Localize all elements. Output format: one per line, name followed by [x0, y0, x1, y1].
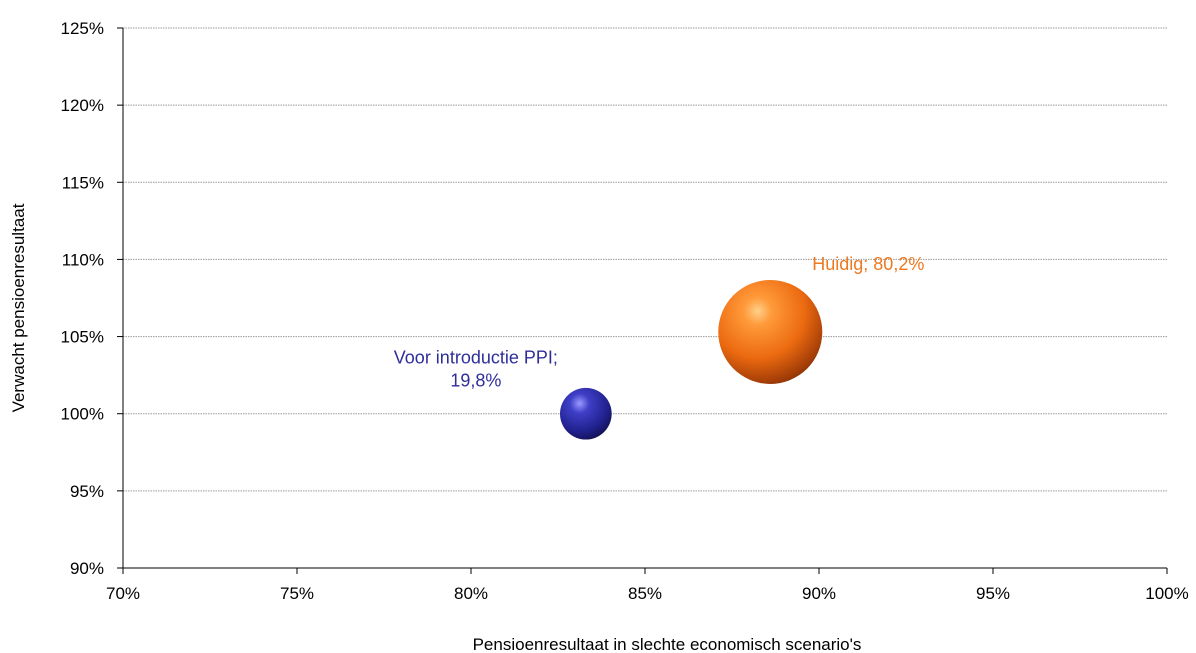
- axes: [117, 27, 1168, 574]
- x-tick-label: 75%: [280, 584, 314, 603]
- x-tick-label: 85%: [628, 584, 662, 603]
- y-tick-label: 95%: [70, 482, 104, 501]
- x-tick-label: 70%: [106, 584, 140, 603]
- bubble-data-label: Voor introductie PPI;: [394, 348, 558, 368]
- x-tick-label: 80%: [454, 584, 488, 603]
- x-tick-label: 95%: [976, 584, 1010, 603]
- y-tick-label: 125%: [61, 19, 104, 38]
- y-tick-label: 110%: [62, 250, 104, 269]
- bubble-voor-introductie-ppi: [560, 387, 612, 440]
- y-tick-label: 115%: [62, 173, 104, 192]
- y-tick-label: 120%: [61, 96, 104, 115]
- y-tick-label: 90%: [70, 559, 104, 578]
- bubble-data-label: Huidig; 80,2%: [812, 254, 924, 274]
- x-tick-label: 90%: [802, 584, 836, 603]
- bubbles: Voor introductie PPI; 19,8% Huidig; 80,2%: [394, 254, 924, 440]
- gridlines: [123, 27, 1167, 492]
- x-tick-label: 100%: [1145, 584, 1188, 603]
- bubble-huidig: [718, 279, 823, 384]
- y-axis-title: Verwacht pensioenresultaat: [9, 203, 28, 412]
- y-tick-label: 105%: [61, 328, 104, 347]
- bubble-data-label: 19,8%: [450, 371, 501, 391]
- x-axis-title: Pensioenresultaat in slechte economisch …: [473, 635, 862, 653]
- y-tick-label: 100%: [61, 405, 104, 424]
- tick-labels: 90% 95% 100% 105% 110% 115% 120% 125% 70% 75% 80% 8…: [61, 19, 1189, 603]
